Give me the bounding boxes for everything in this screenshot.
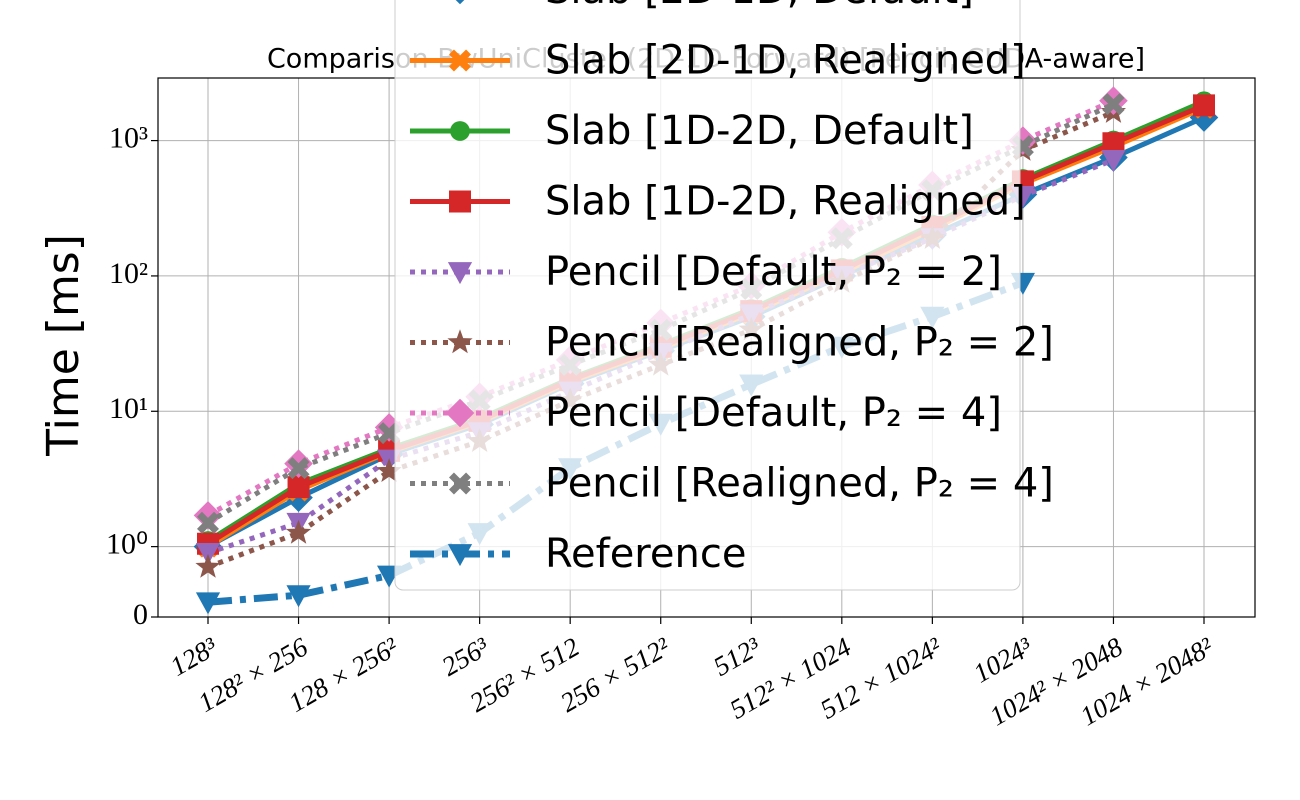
series-line — [206, 98, 1115, 518]
legend-label: Pencil [Default, P₂ = 4] — [545, 390, 1002, 436]
marker — [449, 472, 471, 495]
marker — [449, 190, 471, 213]
marker — [195, 553, 221, 578]
marker — [1101, 149, 1126, 172]
marker — [193, 501, 223, 530]
marker — [1193, 94, 1215, 117]
marker — [195, 592, 221, 615]
legend-label: Pencil [Default, P₂ = 2] — [545, 249, 1002, 295]
legend: Slab [2D-1D, Default] Slab [2D-1D, Realig… — [394, 0, 1054, 591]
y-tick-label: 10⁰ — [106, 528, 148, 561]
marker — [286, 519, 312, 544]
marker — [445, 398, 475, 428]
marker — [197, 511, 219, 534]
marker — [1102, 132, 1125, 155]
y-tick-label: 0 — [133, 598, 148, 631]
marker — [287, 476, 310, 499]
legend-label: Slab [1D-2D, Default] — [545, 108, 974, 154]
marker — [447, 544, 473, 567]
marker — [447, 329, 473, 354]
marker — [450, 121, 470, 141]
legend-box — [394, 0, 1021, 591]
marker — [1102, 93, 1125, 116]
y-tick-label: 10¹ — [109, 392, 148, 425]
y-tick-label: 10² — [109, 257, 148, 290]
marker — [455, 0, 465, 5]
marker — [286, 585, 311, 608]
legend-label: Reference — [545, 531, 746, 577]
marker — [376, 458, 402, 482]
legend-label: Slab [2D-1D, Default] — [545, 0, 974, 13]
legend-label: Pencil [Realigned, P₂ = 2] — [545, 320, 1054, 366]
marker — [449, 49, 471, 72]
marker — [287, 457, 310, 480]
legend-label: Slab [1D-2D, Realigned] — [545, 179, 1026, 225]
marker — [447, 262, 473, 285]
legend-label: Slab [2D-1D, Realigned] — [545, 38, 1026, 84]
y-tick-label: 10³ — [109, 121, 148, 154]
y-axis-label: Time [ms] — [38, 234, 89, 457]
legend-label: Pencil [Realigned, P₂ = 4] — [545, 461, 1054, 507]
